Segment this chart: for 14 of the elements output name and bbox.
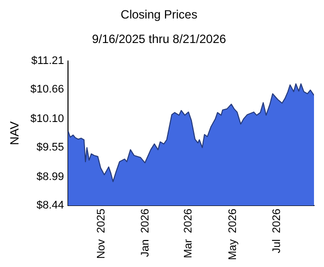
y-tick-label: $8.99	[36, 170, 64, 183]
y-axis-title: NAV	[8, 121, 22, 146]
x-tick-label: Jan 2026	[140, 208, 152, 257]
y-tick-label: $9.55	[36, 142, 64, 154]
chart-title: Closing Prices	[120, 8, 198, 22]
x-tick-label: Mar 2026	[182, 208, 195, 258]
x-tick-label: May 2026	[226, 208, 239, 260]
y-tick-label: $11.21	[31, 54, 64, 67]
y-tick-label: $10.66	[30, 84, 64, 96]
x-tick-label: Jul 2026	[271, 208, 284, 254]
x-tick-label: Nov 2025	[95, 208, 108, 259]
chart-subtitle: 9/16/2025 thru 8/21/2026	[92, 32, 226, 46]
y-tick-label: $10.10	[30, 112, 64, 125]
y-tick-label: $8.44	[36, 200, 64, 212]
